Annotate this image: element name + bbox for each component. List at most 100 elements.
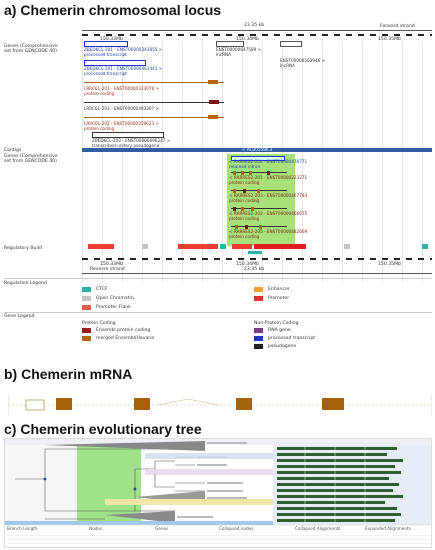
transcript-type: protein coding bbox=[229, 198, 260, 203]
transcript-exon bbox=[267, 171, 270, 175]
reg-ctcf bbox=[422, 244, 428, 249]
mrna-panel bbox=[8, 394, 432, 416]
legend-ctcf-swatch bbox=[82, 287, 91, 292]
transcript-exon bbox=[241, 207, 244, 211]
transcript-exon bbox=[208, 115, 218, 119]
contig-bar[interactable] bbox=[82, 148, 432, 152]
tick-bottom-2: 150.34Mb bbox=[236, 262, 259, 267]
legend-processed-label: processed transcript bbox=[268, 336, 316, 341]
transcript-name: ZBED6CL-201 - ENST00000343855 > bbox=[84, 47, 163, 52]
locus-panel: 23.35 kb Forward strand 150.33Mb 150.34M… bbox=[4, 20, 432, 349]
top-ruler bbox=[82, 34, 432, 36]
tree-row-highlight bbox=[145, 453, 273, 459]
mrna-exon bbox=[236, 398, 252, 410]
transcript-type: lncRNA bbox=[216, 52, 232, 57]
section-a-title: a) Chemerin chromosomal locus bbox=[4, 2, 222, 18]
mrna-exon bbox=[322, 398, 344, 410]
legend-promoter-label: Promoter bbox=[268, 296, 290, 301]
legend-rna-gene-label: RNA gene bbox=[268, 328, 291, 333]
tree-alignment-gaps bbox=[304, 445, 366, 525]
legend-ensembl-label: Ensembl protein coding bbox=[96, 328, 151, 333]
transcript-exon bbox=[233, 171, 236, 175]
transcript-intron bbox=[84, 117, 224, 118]
forward-strand-label: Forward strand bbox=[380, 24, 415, 29]
transcript-exon bbox=[243, 189, 246, 193]
section-c-title: c) Chemerin evolutionary tree bbox=[4, 421, 202, 437]
rarres2-transcripts[interactable]: < RARRES2-204 - ENST00000478771 retained… bbox=[227, 154, 307, 246]
regulation-legend-title: Regulation Legend bbox=[4, 281, 47, 286]
footer-legend-rows bbox=[7, 533, 431, 545]
legend-merged-label: merged Ensembl/Havana bbox=[96, 336, 155, 341]
reg-ctcf bbox=[220, 244, 226, 249]
reg-promoter-flank bbox=[232, 244, 252, 249]
transcript-exon bbox=[208, 80, 218, 84]
legend-promoter-swatch bbox=[254, 296, 263, 301]
transcript-name: < RARRES2-201 - ENST00000223271 bbox=[229, 175, 308, 180]
footer-header-collapsed-nodes: Collapsed nodes bbox=[219, 526, 254, 531]
mrna-utr bbox=[25, 399, 45, 411]
tree-collapsed-node bbox=[45, 441, 205, 451]
transcript-name: < RARRES2-205 - ENST00000482669 bbox=[229, 229, 308, 234]
legend-divider-2 bbox=[4, 312, 432, 313]
bottom-ruler bbox=[82, 258, 432, 260]
reg-open-chromatin bbox=[142, 244, 148, 249]
tree-panel: Branch Length Nodes Genes Collapsed node… bbox=[4, 438, 432, 548]
transcript-name: ZBED6CL-203 - ENST00000696247 > bbox=[92, 138, 171, 143]
transcript-exon bbox=[249, 171, 252, 175]
legend-divider-1 bbox=[4, 278, 432, 279]
top-scale-bar bbox=[82, 30, 432, 31]
tree-clade-outer bbox=[5, 445, 77, 525]
transcript-name: < RARRES2-204 - ENST00000478771 bbox=[229, 159, 308, 164]
transcript-exon bbox=[231, 156, 285, 161]
bottom-scale-bar bbox=[82, 273, 432, 274]
footer-header-genes: Genes bbox=[155, 526, 169, 531]
legend-merged-swatch bbox=[82, 336, 91, 341]
mrna-exon bbox=[134, 398, 150, 410]
protein-coding-title: Protein Coding bbox=[82, 321, 116, 326]
transcript-exon bbox=[280, 41, 302, 47]
legend-promoter-flank-label: Promoter Flank bbox=[96, 305, 131, 310]
transcript-name: ZBED6CL-201 - ENST00000463441 > bbox=[84, 66, 163, 71]
transcript-type: retained intron bbox=[229, 164, 261, 169]
reg-open-chromatin bbox=[344, 244, 350, 249]
footer-header-branch: Branch Length bbox=[7, 526, 38, 531]
transcript-exon bbox=[216, 41, 244, 47]
transcript-name: LRRC61-202 - ENST00000359623 > bbox=[84, 121, 160, 126]
tree-node bbox=[133, 487, 137, 491]
contig-name: < AC005586.2 bbox=[242, 147, 273, 152]
legend-pseudogene-swatch bbox=[254, 344, 263, 349]
transcript-type: protein coding bbox=[229, 180, 260, 185]
legend-open-chromatin-label: Open Chromatin bbox=[96, 296, 134, 301]
transcript-exon bbox=[209, 100, 219, 104]
tick-top-3: 150.35Mb bbox=[378, 37, 401, 42]
legend-open-chromatin-swatch bbox=[82, 296, 91, 301]
genes-label-line2: set from GENCODE 40) bbox=[4, 49, 57, 54]
tick-top-1: 150.33Mb bbox=[100, 37, 123, 42]
mrna-diagram bbox=[8, 395, 432, 415]
transcript-intron bbox=[231, 172, 287, 173]
transcript-name: LRRC61-203 - ENST00000493307 > bbox=[84, 106, 160, 111]
transcript-type: protein coding bbox=[84, 91, 115, 96]
transcript-type: processed transcript bbox=[84, 52, 127, 57]
transcript-exon bbox=[233, 189, 236, 193]
reg-promoter bbox=[254, 244, 306, 249]
footer-header-nodes: Nodes bbox=[89, 526, 103, 531]
transcript-intron bbox=[231, 208, 287, 209]
transcript-name: ENST00000563946 > bbox=[280, 58, 326, 63]
tree-clade-highlight bbox=[77, 445, 141, 525]
section-b-title: b) Chemerin mRNA bbox=[4, 366, 133, 382]
legend-processed-swatch bbox=[254, 336, 263, 341]
transcript-intron bbox=[84, 102, 224, 103]
legend-promoter-flank-swatch bbox=[82, 305, 91, 310]
tree-row-highlight bbox=[5, 521, 273, 525]
regulatory-track[interactable] bbox=[82, 243, 432, 254]
legend-ctcf-label: CTCF bbox=[96, 287, 108, 292]
footer-header-collapsed-alignments: Collapsed Alignments bbox=[295, 526, 341, 531]
transcript-exon bbox=[235, 225, 238, 229]
transcript-exon bbox=[84, 41, 128, 47]
contigs-label: Contigs bbox=[4, 148, 22, 153]
transcript-exon bbox=[259, 225, 262, 229]
transcript-exon bbox=[233, 207, 236, 211]
reg-promoter-flank bbox=[88, 244, 114, 249]
transcript-intron bbox=[84, 82, 224, 83]
